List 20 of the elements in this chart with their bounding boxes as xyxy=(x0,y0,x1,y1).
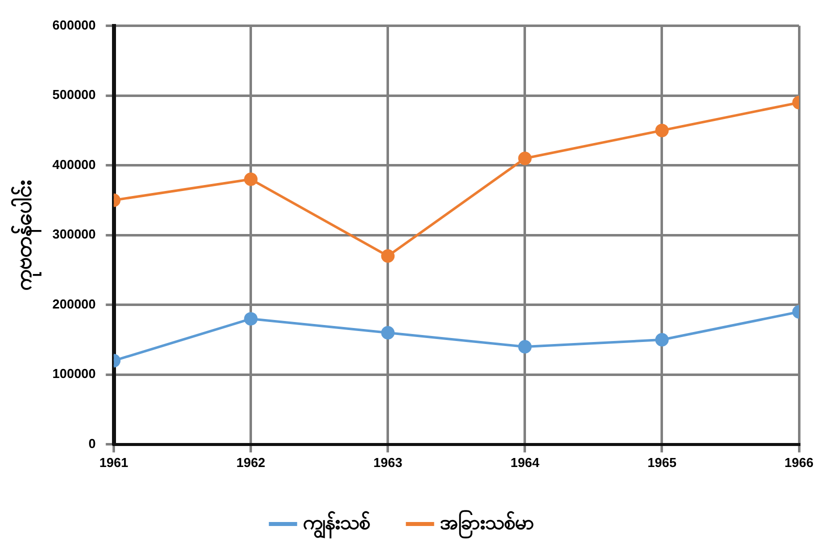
legend-label: အခြားသစ်မာ xyxy=(440,509,534,540)
x-tick-label: 1965 xyxy=(647,454,676,470)
y-tick-label: 600000 xyxy=(52,17,96,32)
y-tick-label: 500000 xyxy=(52,87,96,102)
x-tick-label: 1964 xyxy=(510,454,540,470)
point xyxy=(381,249,395,263)
y-tick-label: 0 xyxy=(88,436,96,451)
legend-label: ကျွန်းသစ် xyxy=(303,510,370,540)
point xyxy=(381,326,395,340)
x-tick-label: 1966 xyxy=(784,454,814,470)
y-tick-label: 100000 xyxy=(52,366,96,382)
x-tick-label: 1963 xyxy=(373,454,402,470)
x-tick-label: 1961 xyxy=(99,454,128,470)
y-tick-label: 200000 xyxy=(52,296,96,312)
point xyxy=(518,152,532,166)
y-tick-label: 400000 xyxy=(52,156,96,172)
point xyxy=(518,340,532,354)
y-tick-label: 300000 xyxy=(52,226,96,242)
y-axis-title: ကုဗတန်ပေါင်း xyxy=(10,180,42,291)
x-tick-label: 1962 xyxy=(236,454,266,470)
